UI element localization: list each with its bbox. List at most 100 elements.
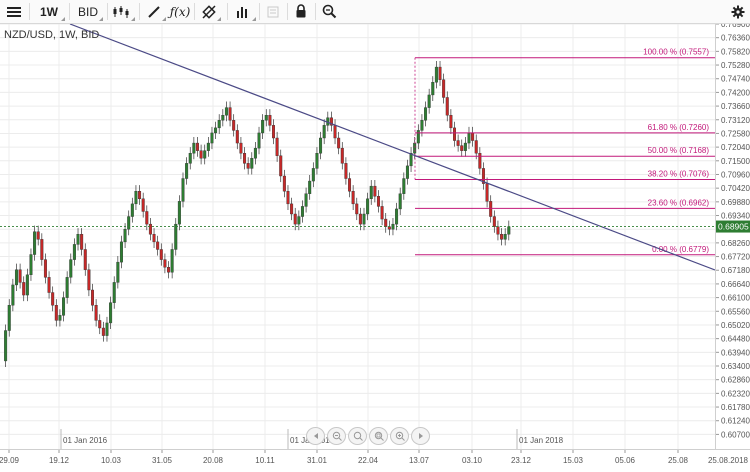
chart-toolbar: 1W BID ƒ(x)	[0, 0, 750, 24]
candle-body	[101, 327, 105, 336]
price-tick-label: 0.73660	[721, 102, 750, 111]
candle-body	[58, 315, 62, 321]
timeframe-select[interactable]: 1W	[32, 1, 66, 22]
price-tick-label: 0.72580	[721, 129, 750, 138]
candle-body	[319, 137, 323, 154]
candle-body	[18, 269, 22, 283]
candle-body	[80, 234, 84, 250]
candle-body	[268, 114, 272, 126]
price-tick-label: 0.69880	[721, 198, 750, 207]
candle-body	[203, 150, 207, 159]
candle-body	[214, 127, 218, 134]
candle-body	[322, 125, 326, 139]
price-tick-label: 0.76900	[721, 24, 750, 29]
candle-body	[62, 297, 66, 316]
time-tick-label: 31.01	[307, 456, 328, 465]
candle-body	[416, 130, 420, 144]
function-button[interactable]: ƒ(x)	[168, 1, 192, 22]
hide-drawings-icon	[202, 4, 216, 19]
zoom-button[interactable]	[317, 1, 341, 22]
candle-body	[243, 152, 247, 164]
price-tick-label: 0.65560	[721, 307, 750, 316]
candle-body	[33, 231, 37, 255]
candle-body	[239, 142, 243, 154]
candle-body	[507, 226, 511, 235]
symbol-label: NZD/USD, 1W, BID	[4, 29, 100, 41]
candle-body	[250, 158, 254, 169]
price-type-select[interactable]: BID	[72, 1, 104, 22]
price-tick-label: 0.74740	[721, 75, 750, 84]
lock-icon	[296, 4, 306, 18]
time-tick-label: 22.04	[358, 456, 379, 465]
candle-body	[503, 234, 507, 240]
candle-body	[500, 234, 504, 240]
candle-body	[152, 234, 156, 243]
candle-body	[257, 132, 261, 149]
candle-body	[402, 178, 406, 194]
indicators-icon	[237, 6, 247, 18]
candle-body	[246, 163, 250, 169]
candle-body	[290, 203, 294, 215]
time-tick-label: 05.06	[615, 456, 636, 465]
candle-body	[275, 137, 279, 156]
candle-body	[463, 142, 467, 151]
price-tick-label: 0.74200	[721, 88, 750, 97]
candle-body	[206, 142, 210, 151]
trendline	[69, 23, 716, 271]
scroll-left-button[interactable]	[306, 427, 325, 445]
price-tick-label: 0.62860	[721, 376, 750, 385]
zoom-reset-button[interactable]	[348, 427, 367, 445]
time-tick-label: 10.03	[101, 456, 122, 465]
price-axis[interactable]: 0.76900 0.76360 0.75820 0.75280 0.74740 0.742…	[715, 20, 750, 449]
candle-body	[105, 322, 109, 336]
zoom-out-button[interactable]	[327, 427, 346, 445]
time-axis[interactable]: 29.09 19.12 10.03 31.05 20.08 10.11 31.01 22.04…	[0, 449, 750, 472]
candle-body	[167, 266, 171, 273]
fib-level-label: 100.00 % (0.7557)	[643, 48, 709, 57]
disabled-icon	[267, 6, 279, 17]
candle-body	[449, 114, 453, 129]
candle-body	[127, 216, 131, 230]
time-tick-label: 31.05	[152, 456, 173, 465]
price-tick-label: 0.68260	[721, 239, 750, 248]
candle-body	[4, 330, 8, 362]
fib-level-label: 61.80 % (0.7260)	[648, 123, 710, 132]
price-tick-label: 0.67720	[721, 253, 750, 262]
indicators-button[interactable]	[229, 1, 257, 22]
candle-body	[420, 120, 424, 131]
lock-button[interactable]	[289, 1, 313, 22]
price-tick-label: 0.63400	[721, 362, 750, 371]
candle-body	[351, 190, 355, 205]
candle-body	[264, 114, 268, 121]
fib-level-label: 0.00 % (0.6779)	[652, 245, 709, 254]
candle-body	[369, 185, 373, 199]
menu-button[interactable]	[2, 1, 26, 22]
time-tick-label: 20.08	[203, 456, 224, 465]
scroll-right-button[interactable]	[411, 427, 430, 445]
candle-body	[272, 125, 276, 139]
candle-body	[282, 175, 286, 192]
price-tick-label: 0.75280	[721, 61, 750, 70]
zoom-in-button[interactable]	[390, 427, 409, 445]
candle-body	[134, 190, 138, 205]
chart-navigation	[306, 427, 430, 445]
candle-body	[481, 168, 485, 184]
zoom-reset-icon	[353, 431, 363, 441]
draw-tool-button[interactable]	[141, 1, 167, 22]
candle-body	[141, 198, 145, 212]
fib-level-label: 23.60 % (0.6962)	[648, 198, 710, 207]
settings-button[interactable]	[727, 1, 749, 22]
chart-type-button[interactable]	[108, 1, 136, 22]
fib-level-label: 38.20 % (0.7076)	[648, 170, 710, 179]
zoom-to-fit-button[interactable]	[369, 427, 388, 445]
candle-body	[474, 140, 478, 154]
price-tick-label: 0.72040	[721, 143, 750, 152]
time-tick-label: 15.03	[563, 456, 584, 465]
hide-drawings-button[interactable]	[196, 1, 222, 22]
candle-body	[145, 211, 149, 225]
candle-body	[199, 150, 203, 159]
candle-body	[228, 107, 232, 121]
candle-body	[159, 249, 163, 260]
